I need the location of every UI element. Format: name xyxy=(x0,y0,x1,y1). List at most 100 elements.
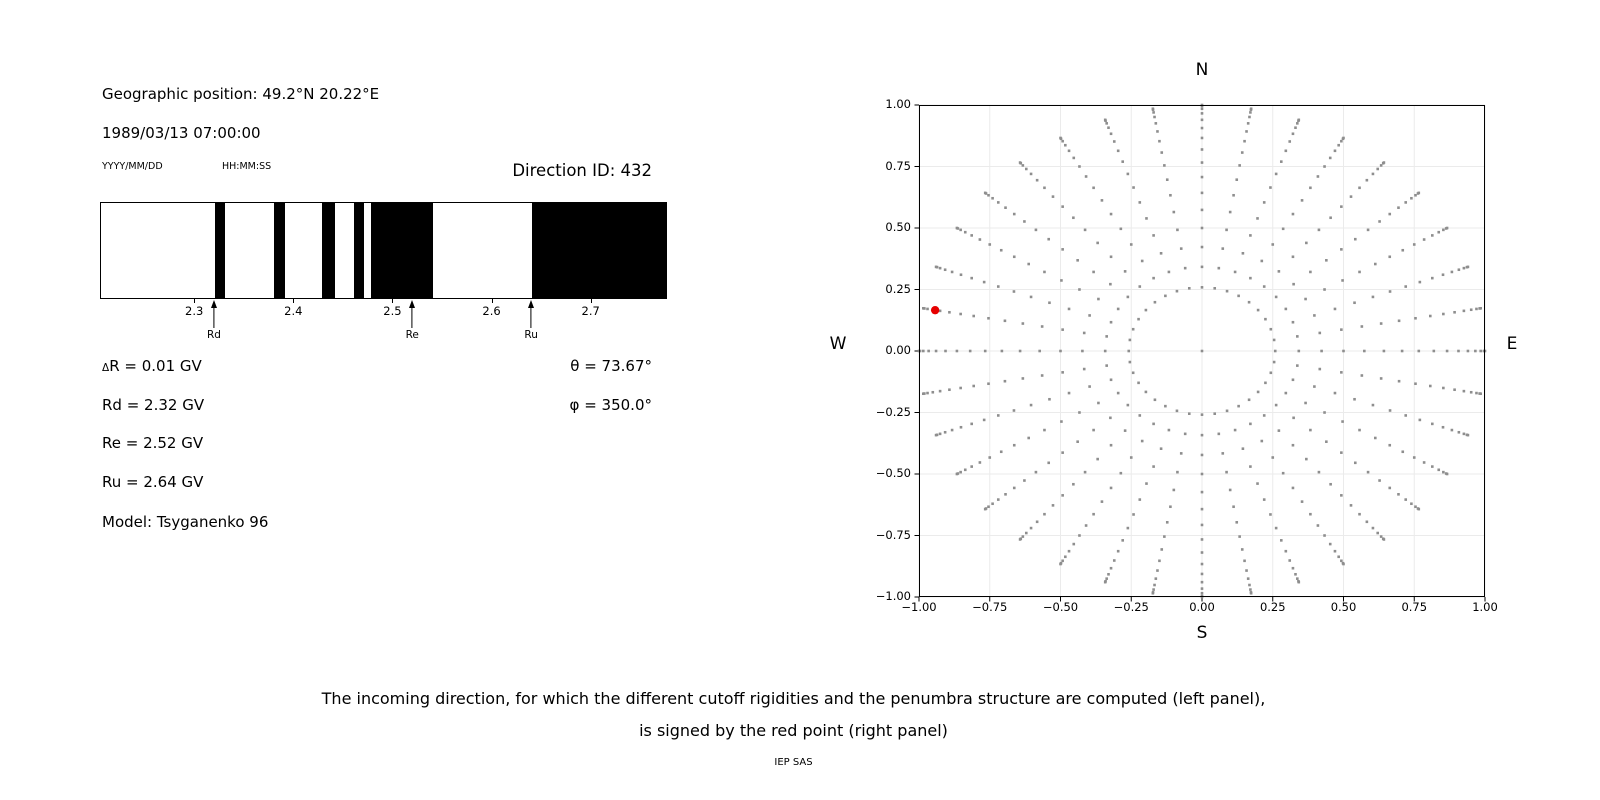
direction-dot xyxy=(1388,443,1392,447)
direction-dot xyxy=(1340,248,1343,251)
direction-dot xyxy=(950,270,954,274)
direction-dot xyxy=(1040,325,1044,328)
direction-dot xyxy=(1442,386,1445,390)
direction-dot xyxy=(1297,580,1301,584)
direction-dot xyxy=(1466,265,1470,269)
direction-dot xyxy=(1225,228,1228,232)
direction-dot xyxy=(943,268,947,272)
scatter-x-tick-label: −1.00 xyxy=(901,600,937,614)
direction-dot xyxy=(1431,276,1434,280)
direction-dot xyxy=(1371,172,1375,176)
direction-dot xyxy=(1382,538,1386,541)
direction-dot xyxy=(1462,389,1466,393)
direction-dot xyxy=(1318,331,1322,335)
direction-dot xyxy=(1453,388,1456,392)
direction-dot xyxy=(1296,335,1299,338)
direction-dot xyxy=(1422,461,1426,464)
direction-dot xyxy=(1012,255,1016,259)
direction-dot xyxy=(1200,551,1204,554)
direction-dot xyxy=(1274,295,1278,299)
direction-dot xyxy=(999,248,1003,252)
direction-dot xyxy=(1004,206,1007,209)
direction-dot xyxy=(1003,319,1007,323)
direction-dot xyxy=(1088,385,1091,388)
direction-dot xyxy=(955,349,959,353)
direction-dot xyxy=(1151,107,1155,111)
direction-dot xyxy=(1067,549,1071,553)
compass-east-label: E xyxy=(1506,334,1518,354)
direction-dot xyxy=(1027,436,1030,440)
direction-dot xyxy=(970,465,973,468)
direction-dot xyxy=(1337,555,1340,559)
time-format-label: HH:MM:SS xyxy=(222,161,272,172)
direction-dot xyxy=(1249,422,1252,426)
forbidden-band xyxy=(532,203,666,298)
direction-dot xyxy=(1160,548,1164,551)
direction-dot xyxy=(1200,208,1204,212)
direction-dot xyxy=(1363,349,1366,353)
direction-dot xyxy=(1169,505,1172,509)
direction-dot xyxy=(1172,210,1176,214)
direction-dot xyxy=(1462,266,1466,270)
direction-dot xyxy=(1061,494,1064,497)
direction-dot xyxy=(1083,228,1087,232)
direction-dot xyxy=(1412,243,1416,246)
direction-dot xyxy=(1183,432,1187,436)
direction-dot xyxy=(1388,409,1392,412)
direction-dot xyxy=(1291,255,1295,259)
direction-dot xyxy=(1029,295,1033,299)
direction-dot xyxy=(1021,377,1025,380)
direction-dot xyxy=(1320,349,1323,353)
direction-dot xyxy=(1012,212,1016,216)
direction-dot xyxy=(1337,143,1340,147)
direction-dot xyxy=(1126,526,1130,530)
direction-dot xyxy=(1291,212,1295,216)
direction-dot xyxy=(1078,534,1081,537)
direction-dot xyxy=(1414,316,1417,320)
direction-dot xyxy=(1051,504,1055,507)
direction-dot xyxy=(1325,440,1328,443)
direction-dot xyxy=(1187,286,1191,290)
direction-dot xyxy=(1237,404,1240,408)
direction-dot xyxy=(1138,498,1142,501)
direction-dot xyxy=(1388,212,1392,216)
direction-dot xyxy=(991,502,994,506)
direction-dot xyxy=(1200,591,1204,595)
direction-dot xyxy=(1360,374,1364,377)
direction-dot xyxy=(1328,542,1332,546)
direction-dot xyxy=(1469,390,1473,394)
direction-dot xyxy=(1200,286,1204,289)
direction-dot xyxy=(1140,439,1144,443)
direction-dot xyxy=(1249,111,1252,114)
direction-dot xyxy=(1116,307,1120,311)
direction-dot xyxy=(1109,282,1112,286)
direction-dot xyxy=(1431,465,1434,468)
direction-dot xyxy=(1249,276,1252,280)
direction-dot xyxy=(1256,217,1259,220)
direction-dot xyxy=(1144,390,1148,394)
direction-dot xyxy=(1082,367,1086,371)
direction-dot xyxy=(972,384,976,388)
direction-dot xyxy=(1288,559,1292,562)
direction-dot xyxy=(1123,270,1127,273)
direction-dot xyxy=(934,265,938,269)
direction-dot xyxy=(1366,470,1370,474)
direction-dot xyxy=(1469,308,1473,312)
direction-dot xyxy=(1138,201,1142,204)
direction-dot xyxy=(1333,149,1337,153)
direction-dot xyxy=(972,314,976,318)
direction-dot xyxy=(1340,205,1343,208)
scatter-x-tick-label: 0.50 xyxy=(1330,600,1357,614)
direction-dot xyxy=(1200,191,1204,195)
delta-r-value: ΔR = 0.01 GV xyxy=(102,358,202,375)
direction-dot xyxy=(1228,488,1232,492)
direction-dot xyxy=(1200,226,1204,230)
direction-dot xyxy=(1323,165,1326,168)
direction-dot xyxy=(1024,531,1028,535)
direction-dot xyxy=(1294,572,1297,576)
direction-dot xyxy=(1323,534,1326,537)
direction-dot xyxy=(1264,381,1267,385)
direction-dot xyxy=(1035,520,1039,524)
direction-dot xyxy=(1358,512,1361,516)
direction-dot xyxy=(1353,397,1356,401)
